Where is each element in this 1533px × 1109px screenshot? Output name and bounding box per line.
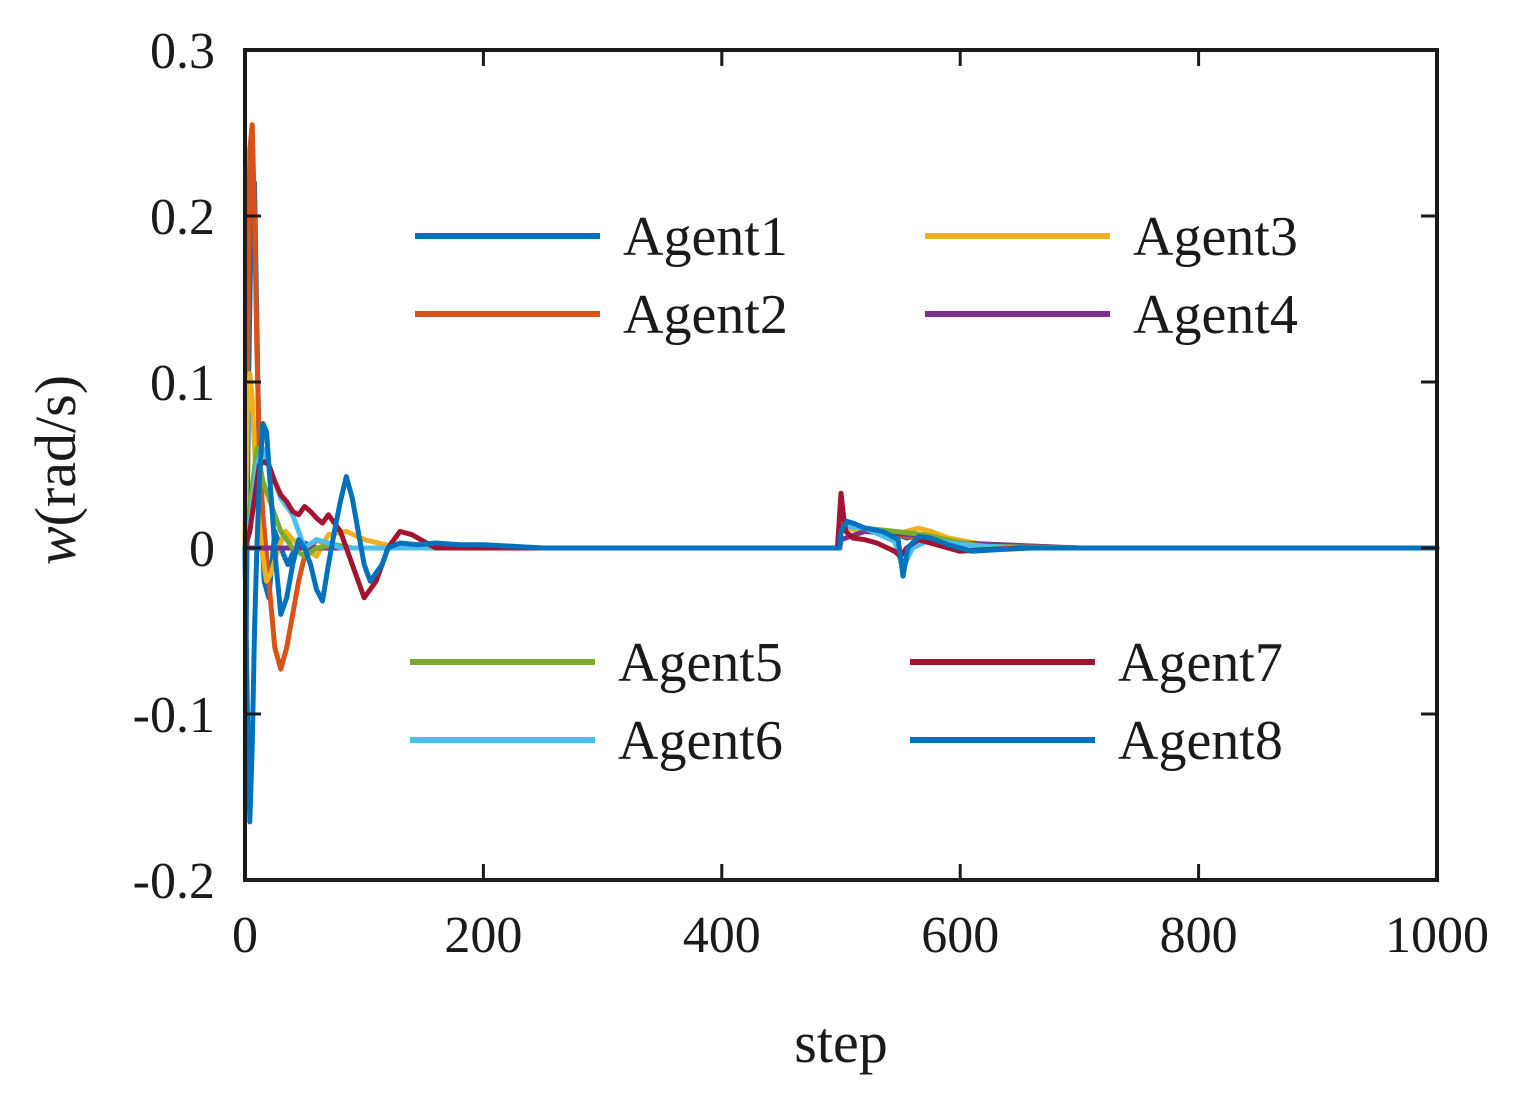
x-axis-title: step: [794, 1010, 887, 1075]
axis-ticks: 0 200 400 600 800 1000 -0.2 -0.1 0 0.1 0.2 0.3: [133, 23, 1489, 964]
y-tick-label: 0.3: [150, 23, 215, 80]
legend-item-agent3: Agent3: [925, 206, 1298, 268]
legend-item-agent7: Agent7: [910, 632, 1283, 694]
y-tick-label: 0: [189, 521, 215, 578]
y-axis-title-unit: (rad/s): [23, 375, 88, 526]
x-tick-label: 1000: [1385, 907, 1489, 964]
legend-label: Agent3: [1133, 206, 1298, 268]
x-tick-label: 600: [921, 907, 999, 964]
legend-label: Agent8: [1118, 710, 1283, 772]
legend-label: Agent7: [1118, 632, 1283, 694]
series-line-agent8: [242, 421, 1440, 825]
legend-item-agent8: Agent8: [910, 710, 1283, 772]
legend-item-agent1: Agent1: [415, 206, 788, 268]
y-axis-title-symbol: w: [23, 526, 88, 565]
x-tick-label: 0: [232, 907, 258, 964]
axes-box: [243, 48, 1439, 882]
legend-label: Agent5: [618, 632, 783, 694]
legend-label: Agent1: [623, 206, 788, 268]
y-tick-label: -0.1: [133, 687, 215, 744]
y-tick-label: -0.2: [133, 853, 215, 910]
legend-item-agent2: Agent2: [415, 284, 788, 346]
legend-label: Agent2: [623, 284, 788, 346]
y-axis-title: w(rad/s): [23, 375, 88, 565]
x-tick-label: 400: [683, 907, 761, 964]
x-tick-label: 200: [444, 907, 522, 964]
x-tick-label: 800: [1160, 907, 1238, 964]
legend-item-agent5: Agent5: [410, 632, 783, 694]
y-tick-label: 0.1: [150, 355, 215, 412]
y-tick-label: 0.2: [150, 189, 215, 246]
legend-item-agent4: Agent4: [925, 284, 1298, 346]
legend-label: Agent4: [1133, 284, 1298, 346]
legend-label: Agent6: [618, 710, 783, 772]
legend: Agent1 Agent2 Agent3 Agent4 Agent5 Agent6 Agen…: [410, 206, 1298, 772]
legend-item-agent6: Agent6: [410, 710, 783, 772]
